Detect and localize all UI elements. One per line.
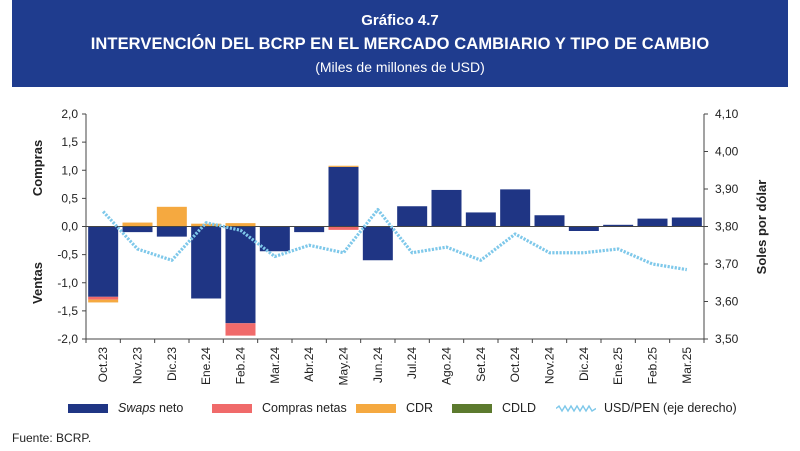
x-tick-label: Mar.24 — [268, 347, 282, 384]
bar-cdr — [122, 222, 153, 227]
y-left-tick-label: 1,0 — [61, 163, 78, 177]
bar-swaps-neto — [225, 226, 256, 324]
x-tick-label: Nov.23 — [131, 347, 145, 384]
x-tick-label: Ene.25 — [611, 347, 625, 385]
bar-cdr — [156, 206, 187, 227]
y-left-tick-label: 0,5 — [61, 191, 78, 205]
bar-swaps-neto — [465, 212, 496, 227]
bar-swaps-neto — [671, 217, 702, 227]
x-tick-label: Mar.25 — [680, 347, 694, 384]
legend-item-usdpen: USD/PEN (eje derecho) — [556, 401, 737, 415]
y-left-tick-label: -2,0 — [57, 332, 78, 346]
x-tick-label: Feb.24 — [234, 347, 248, 385]
x-tick-label: Oct.24 — [508, 347, 522, 383]
y-left-tick-label: 2,0 — [61, 107, 78, 121]
legend-label-swaps: Swaps — [118, 401, 156, 415]
legend-label-cdr: CDR — [406, 401, 434, 415]
chart-subtitle: (Miles de millones de USD) — [315, 59, 485, 75]
y-right-label: Soles por dólar — [754, 180, 769, 275]
legend-label-cdld: CDLD — [502, 401, 537, 415]
legend-swatch-swaps — [68, 403, 108, 413]
source-note: Fuente: BCRP. — [12, 431, 92, 445]
legend-swatch-cdld — [452, 403, 492, 413]
bar-swaps-neto — [397, 206, 428, 227]
bar-swaps-neto — [431, 189, 462, 227]
chart-title: INTERVENCIÓN DEL BCRP EN EL MERCADO CAMB… — [90, 35, 710, 53]
bar-cdr — [191, 223, 222, 227]
legend-label-usdpen: USD/PEN (eje derecho) — [604, 401, 737, 415]
legend-item-compras-netas: Compras netas — [212, 401, 347, 415]
bar-swaps-neto — [294, 226, 325, 233]
x-tick-label: Dic.24 — [577, 347, 591, 381]
series-line-usdpen — [101, 208, 688, 272]
bar-swaps-neto — [328, 166, 359, 227]
y-left-label-compras: Compras — [30, 140, 45, 196]
x-tick-label: Nov.24 — [543, 347, 557, 384]
bar-swaps-neto — [362, 226, 393, 261]
bar-swaps-neto — [191, 226, 222, 299]
legend-item-swaps: Swaps neto — [68, 401, 183, 415]
y-right-tick-label: 3,90 — [715, 182, 739, 196]
chart-header: Gráfico 4.7 INTERVENCIÓN DEL BCRP EN EL … — [12, 0, 788, 87]
y-left-tick-label: -1,0 — [57, 276, 78, 290]
y-left-tick-label: 1,5 — [61, 135, 78, 149]
y-left-label-ventas: Ventas — [30, 262, 45, 304]
bar-cdr — [88, 299, 119, 303]
legend-label-swaps-suffix: neto — [155, 401, 184, 415]
bar-swaps-neto — [156, 226, 187, 237]
x-tick-label: Oct.23 — [96, 347, 110, 383]
chart-legend: Swaps neto Compras netas CDR CDLD USD/PE… — [0, 401, 800, 421]
bar-compras-netas — [328, 226, 359, 230]
x-tick-label: Jun.24 — [371, 347, 385, 383]
legend-label-compras-netas: Compras netas — [262, 401, 347, 415]
bar-swaps-neto — [603, 224, 634, 227]
x-tick-label: Set.24 — [474, 347, 488, 382]
legend-item-cdr: CDR — [356, 401, 433, 415]
bar-cdr — [225, 223, 256, 227]
x-tick-label: Dic.23 — [165, 347, 179, 381]
y-left-tick-label: -1,5 — [57, 304, 78, 318]
y-right-tick-label: 3,50 — [715, 332, 739, 346]
x-tick-label: May.24 — [337, 347, 351, 386]
bar-line-chart: 2,0 1,5 1,0 0,5 0,0 -0,5 -1,0 -1,5 -2,0 4,10 4,00 3… — [30, 107, 769, 386]
y-right-tick-label: 3,80 — [715, 220, 739, 234]
bar-cdr — [328, 165, 359, 167]
legend-swatch-compras-netas — [212, 403, 252, 413]
bar-compras-netas — [225, 323, 256, 336]
bar-swaps-neto — [637, 218, 668, 227]
x-tick-label: Jul.24 — [405, 347, 419, 379]
y-right-tick-label: 4,00 — [715, 145, 739, 159]
x-tick-label: Abr.24 — [302, 347, 316, 382]
legend-item-cdld: CDLD — [452, 401, 536, 415]
legend-swatch-usdpen — [556, 404, 596, 412]
bar-compras-netas — [88, 296, 119, 300]
y-right-tick-label: 3,60 — [715, 295, 739, 309]
x-tick-label: Ago.24 — [440, 347, 454, 385]
x-tick-label: Ene.24 — [199, 347, 213, 385]
bar-swaps-neto — [500, 189, 531, 227]
legend-swatch-cdr — [356, 403, 396, 413]
bar-swaps-neto — [568, 226, 599, 231]
bar-swaps-neto — [534, 215, 565, 227]
bar-swaps-neto — [122, 226, 153, 233]
y-left-tick-label: -0,5 — [57, 248, 78, 262]
y-right-tick-label: 3,70 — [715, 257, 739, 271]
bar-swaps-neto — [88, 226, 119, 297]
y-left-tick-label: 0,0 — [61, 220, 78, 234]
x-tick-label: Feb.25 — [646, 347, 660, 385]
y-right-tick-label: 4,10 — [715, 107, 739, 121]
chart-kicker: Gráfico 4.7 — [361, 12, 439, 29]
